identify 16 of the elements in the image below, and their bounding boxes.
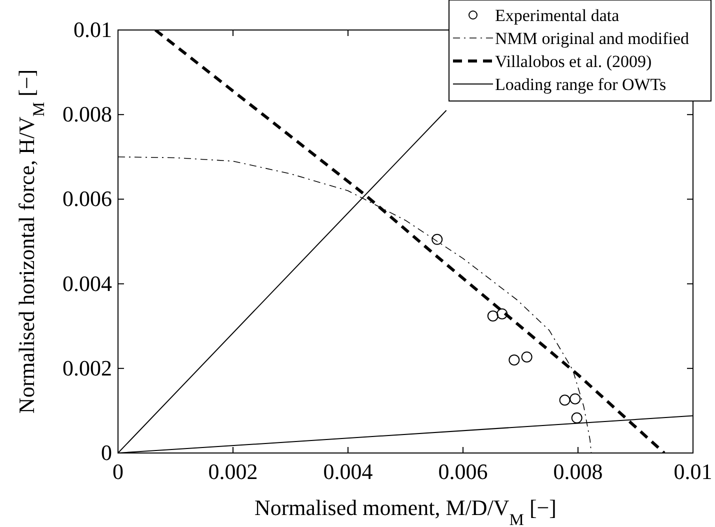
- y-tick-label: 0.01: [74, 17, 112, 42]
- x-tick-label: 0.006: [438, 459, 488, 484]
- x-tick-label: 0.002: [208, 459, 258, 484]
- x-tick-label: 0.01: [674, 459, 712, 484]
- y-tick-label: 0.004: [62, 270, 112, 296]
- legend-label: Loading range for OWTs: [495, 75, 666, 94]
- x-tick-label: 0.004: [323, 459, 373, 484]
- y-tick-label: 0: [101, 440, 112, 465]
- x-axis-title: Normalised moment, M/D/V$_{M}$ [−]: [254, 495, 557, 527]
- x-tick-label: 0.008: [553, 459, 603, 484]
- y-tick-label: 0.006: [62, 186, 112, 212]
- legend-label: NMM original and modified: [495, 29, 690, 48]
- y-tick-label: 0.002: [62, 355, 112, 380]
- legend-label: Villalobos et al. (2009): [495, 52, 652, 71]
- y-tick-label: 0.008: [62, 102, 112, 127]
- legend-label: Experimental data: [495, 6, 620, 25]
